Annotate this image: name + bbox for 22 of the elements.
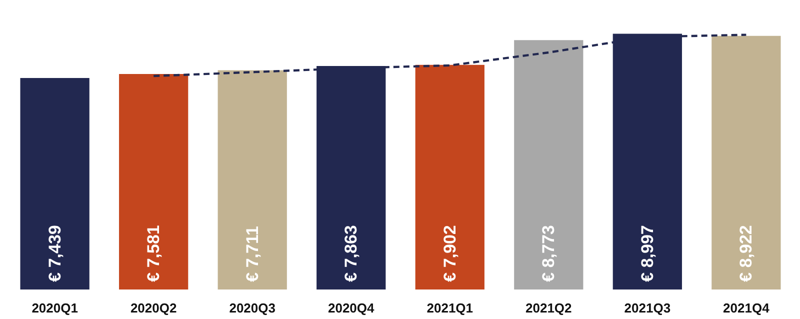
bar [712,36,781,290]
x-tick-label: 2020Q2 [130,300,177,316]
data-label: € 7,581 [144,225,164,282]
x-tick-label: 2021Q4 [723,300,770,316]
data-label: € 8,997 [638,225,657,282]
data-label: € 7,439 [45,225,64,282]
x-tick-label: 2021Q2 [526,300,572,316]
data-label: € 8,922 [736,225,756,282]
x-tick-label: 2021Q3 [624,300,671,316]
bar [415,64,484,290]
x-tick-label: 2020Q4 [328,300,376,316]
bar [20,78,90,290]
data-label: € 7,711 [242,226,262,282]
bar [119,74,188,290]
data-label: € 7,863 [342,225,361,282]
x-tick-label: 2021Q1 [426,300,474,316]
bar [218,70,287,290]
x-tick-label: 2020Q1 [32,300,78,316]
data-label: € 7,902 [440,225,460,282]
data-label: € 8,773 [539,225,558,282]
x-tick-label: 2020Q3 [229,300,276,316]
bar [514,40,584,290]
